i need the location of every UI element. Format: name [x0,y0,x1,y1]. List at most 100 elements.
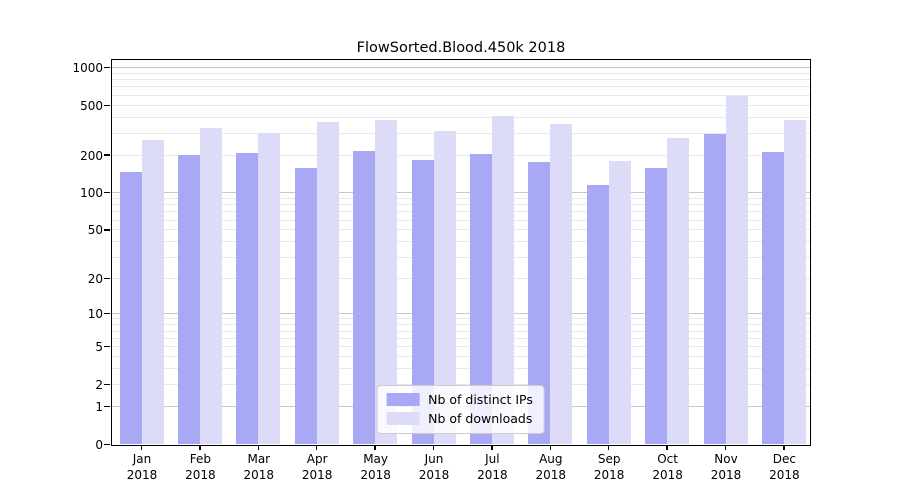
minor-gridline [111,86,810,88]
y-tick-mark [103,346,110,348]
bar-distinct-ips-mar [236,153,259,445]
bar-downloads-apr [316,122,339,445]
x-tick-label: Jul 2018 [477,452,508,482]
y-tick-mark [103,229,110,231]
bar-downloads-jun [433,130,456,445]
minor-gridline [111,132,810,134]
legend-label-downloads: Nb of downloads [428,410,533,426]
x-tick-label: May 2018 [360,452,391,482]
bar-downloads-feb [199,128,222,445]
x-tick-label: Mar 2018 [243,452,275,482]
minor-gridline [111,204,810,206]
x-tick-mark [549,444,551,450]
bar-distinct-ips-apr [294,167,317,445]
bar-downloads-jul [491,116,514,445]
y-tick-label: 200 [80,148,103,163]
minor-gridline [111,277,810,279]
bar-distinct-ips-dec [761,152,784,445]
y-tick-label: 1000 [72,61,103,75]
bar-distinct-ips-feb [177,155,200,445]
y-tick-label: 5 [95,340,103,355]
x-tick-mark [608,444,610,450]
bar-downloads-dec [783,120,806,445]
x-tick-label: Nov 2018 [710,452,742,482]
bar-distinct-ips-jul [469,154,492,445]
y-tick-mark [103,313,110,315]
x-tick-mark [491,444,493,450]
y-tick-mark [103,383,110,386]
minor-gridline [111,256,810,258]
plot-area: Nb of distinct IPs Nb of downloads [103,58,811,450]
minor-gridline [111,72,810,74]
y-tick-mark [103,406,110,408]
bar-distinct-ips-nov [703,133,726,445]
y-tick-label: 0 [95,438,103,452]
x-tick-mark [783,444,785,450]
minor-gridline [111,318,810,320]
minor-gridline [111,211,810,213]
x-tick-label: Sep 2018 [593,452,625,482]
bar-distinct-ips-jan [119,171,142,445]
major-gridline [111,67,810,68]
bar-downloads-mar [258,133,281,445]
minor-gridline [111,79,810,81]
minor-gridline [111,346,810,348]
x-tick-mark [140,444,143,450]
bar-downloads-aug [550,123,573,445]
x-tick-mark [724,444,727,450]
x-tick-mark [199,444,201,450]
x-tick-label: Oct 2018 [652,452,683,482]
y-tick-mark [103,66,110,69]
minor-gridline [111,330,810,332]
legend-entry-downloads: Nb of downloads [386,410,533,426]
major-gridline [111,313,810,315]
x-tick-label: Feb 2018 [185,452,216,482]
y-tick-label: 10 [87,307,103,322]
x-tick-mark [316,444,318,450]
x-tick-label: Jun 2018 [418,452,450,482]
y-tick-mark [103,154,110,156]
x-tick-label: Jan 2018 [126,452,158,482]
x-tick-label: Aug 2018 [535,452,567,482]
minor-gridline [111,324,810,326]
legend-swatch-downloads [386,412,420,425]
minor-gridline [111,116,810,118]
minor-gridline [111,94,810,96]
bar-distinct-ips-may [353,151,376,445]
bar-distinct-ips-jun [411,160,434,445]
x-tick-mark [374,444,376,450]
legend-entry-distinct-ips: Nb of distinct IPs [386,391,533,407]
bar-distinct-ips-oct [645,167,668,445]
bar-distinct-ips-sep [586,184,609,445]
y-tick-label: 50 [87,223,103,238]
y-tick-label: 1 [95,400,103,415]
bar-downloads-oct [667,138,690,445]
bar-downloads-sep [608,160,631,445]
x-tick-mark [666,444,668,450]
x-tick-mark [257,444,259,450]
legend-label-distinct-ips: Nb of distinct IPs [428,391,533,407]
minor-gridline [111,337,810,339]
x-tick-mark [432,444,435,450]
chart-title: FlowSorted.Blood.450k 2018 [356,40,566,56]
y-tick-label: 500 [80,98,103,113]
y-tick-label: 2 [95,378,103,393]
y-tick-mark [103,443,110,446]
minor-gridline [111,368,810,370]
y-tick-mark [103,192,110,194]
minor-gridline [111,241,810,243]
legend: Nb of distinct IPs Nb of downloads [376,384,545,434]
bar-downloads-may [375,119,398,445]
major-gridline [111,192,810,194]
minor-gridline [111,154,810,156]
minor-gridline [111,197,810,199]
minor-gridline [111,356,810,358]
bar-distinct-ips-aug [528,162,551,445]
y-tick-mark [103,104,110,106]
y-tick-label: 100 [80,186,103,201]
legend-swatch-distinct-ips [386,393,420,406]
bar-downloads-nov [725,96,748,445]
minor-gridline [111,104,810,106]
y-tick-mark [103,277,110,279]
